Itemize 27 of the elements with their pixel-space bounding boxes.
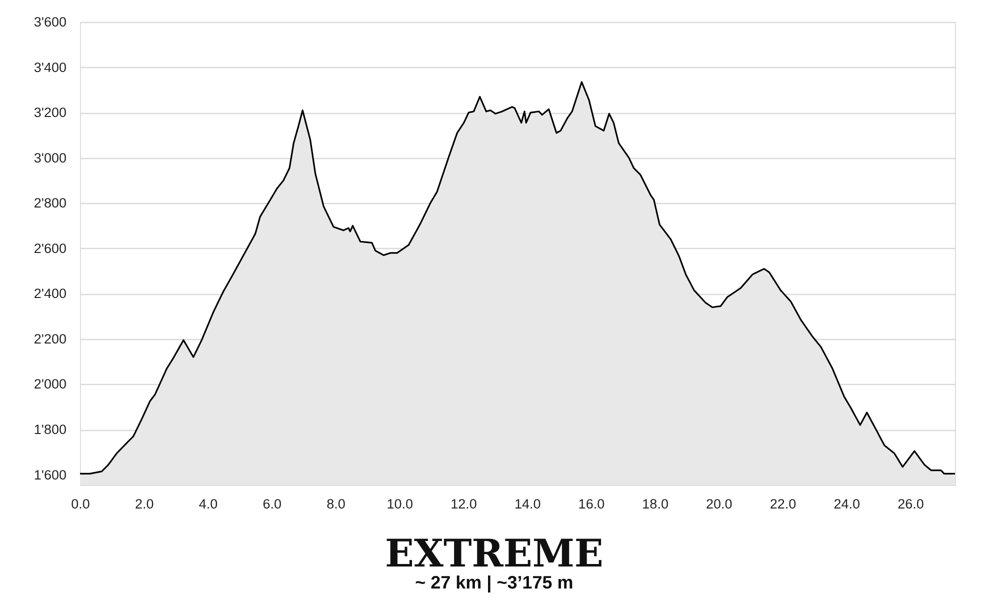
x-tick-label: 16.0 [578,496,605,512]
x-tick-label: 14.0 [514,496,541,512]
x-tick-label: 8.0 [326,496,346,512]
x-tick-label: 20.0 [706,496,732,512]
y-tick-label: 1'800 [34,422,66,438]
x-tick-label: 6.0 [262,496,282,512]
y-tick-label: 3'200 [34,105,66,120]
y-tick-label: 3'000 [34,150,66,166]
x-tick-label: 22.0 [770,496,796,512]
x-tick-label: 2.0 [134,496,154,512]
x-tick-label: 4.0 [198,496,218,512]
text: ~ 27 km | ~3’175 m [415,572,574,592]
y-tick-label: 2'200 [34,331,66,346]
y-tick-label: 2'800 [34,196,66,211]
x-tick-label: 0.0 [71,496,90,512]
x-tick-label: 18.0 [642,496,668,512]
y-tick-label: 2'000 [34,376,66,392]
x-tick-label: 12.0 [450,496,477,512]
y-tick-label: 1'600 [34,467,66,482]
x-tick-label: 24.0 [834,496,860,512]
y-tick-label: 3'400 [34,60,66,75]
x-tick-label: 10.0 [386,496,413,512]
x-tick-label: 26.0 [898,496,924,512]
y-tick-label: 3'600 [34,14,66,30]
y-tick-label: 2'400 [34,286,66,302]
text: EXTREME [385,530,604,576]
y-tick-label: 2'600 [34,240,66,256]
